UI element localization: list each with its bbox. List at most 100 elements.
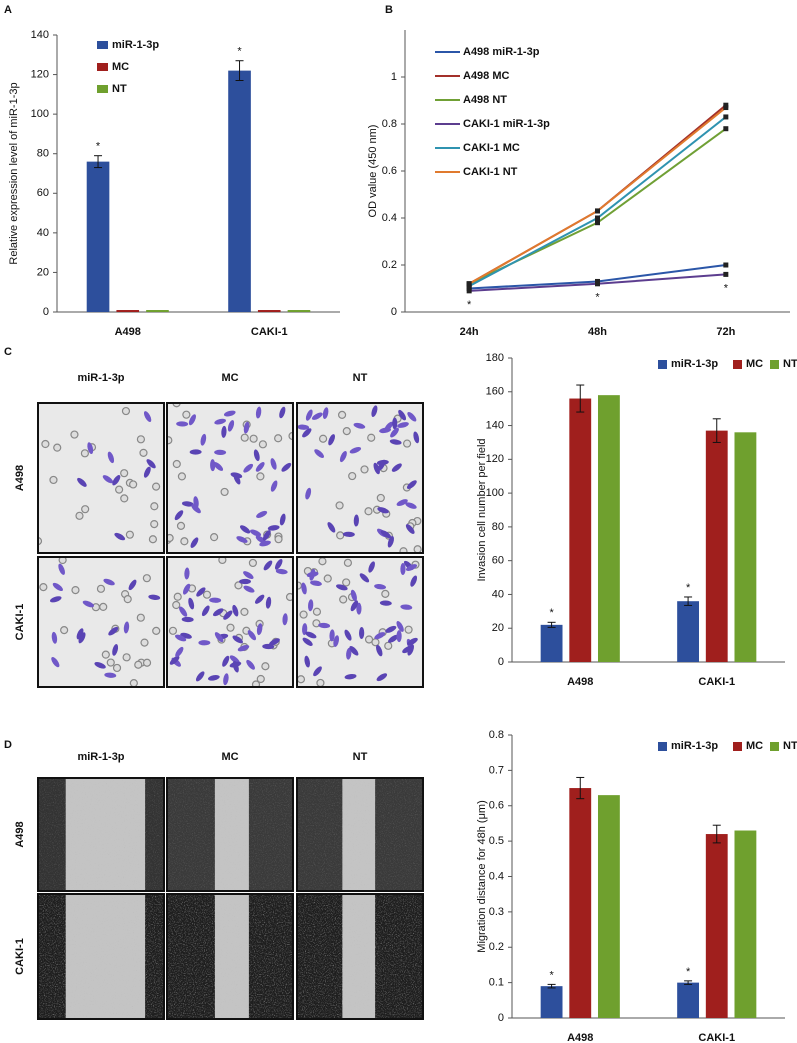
row-label: A498: [14, 465, 26, 491]
point: [595, 208, 600, 214]
cell: [253, 449, 260, 462]
cell: [379, 600, 392, 606]
cell: [146, 459, 156, 469]
y-tick-label: 0.4: [489, 870, 504, 882]
significance-mark: *: [686, 582, 691, 594]
y-tick-label: 80: [492, 521, 504, 533]
pore: [337, 410, 347, 419]
cell: [175, 634, 187, 642]
cell: [373, 462, 380, 475]
y-tick-label: 0.7: [489, 764, 504, 776]
pore: [148, 535, 158, 544]
cell: [232, 635, 243, 644]
image-border: [296, 893, 424, 1020]
cell: [94, 662, 106, 669]
pore: [81, 505, 90, 514]
cell: [376, 459, 389, 466]
y-tick-label: 0.5: [489, 835, 504, 847]
pore: [58, 557, 67, 565]
pore: [316, 678, 325, 687]
bar: [677, 982, 700, 1018]
y-axis-label: Migration distance for 48h (μm): [476, 800, 488, 952]
cell: [265, 596, 272, 609]
micrograph: [166, 556, 294, 688]
pore: [136, 613, 145, 622]
cell: [240, 525, 251, 534]
point: [466, 288, 472, 294]
bar: [116, 310, 140, 312]
cell: [407, 637, 418, 646]
y-tick-label: 0.4: [382, 212, 397, 224]
micrograph-content: [167, 403, 293, 553]
image-border: [166, 893, 294, 1020]
cell: [102, 475, 114, 484]
cell: [374, 584, 387, 590]
x-tick-label: 72h: [716, 326, 735, 338]
cell: [297, 424, 310, 430]
cell: [376, 673, 388, 682]
cell: [230, 472, 243, 479]
y-tick-label: 40: [492, 588, 504, 600]
cell: [410, 575, 418, 587]
pore: [381, 589, 390, 598]
cell: [223, 410, 236, 417]
pore: [151, 482, 161, 491]
cell: [181, 501, 194, 507]
significance-mark: *: [96, 141, 101, 153]
cell: [128, 579, 137, 591]
legend-label: CAKI-1 NT: [463, 166, 518, 178]
micrograph-content: [167, 778, 293, 891]
cell: [200, 433, 207, 446]
legend-swatch: [658, 742, 667, 751]
cell: [344, 673, 357, 680]
image-border: [166, 402, 294, 554]
pore: [177, 472, 187, 481]
y-tick-label: 120: [31, 68, 49, 80]
pore: [234, 581, 243, 590]
legend-swatch: [97, 85, 108, 93]
cell: [184, 567, 190, 580]
bar: [734, 432, 757, 662]
cell: [174, 510, 184, 521]
micrograph-content: [297, 557, 423, 687]
pore: [125, 530, 134, 539]
x-tick-label: A498: [567, 1032, 593, 1043]
cell: [213, 608, 224, 617]
cell: [318, 622, 331, 629]
cell: [188, 414, 196, 426]
cell: [243, 571, 254, 579]
cell: [77, 477, 87, 487]
column-label: MC: [221, 372, 238, 384]
bar: [86, 161, 110, 312]
cell: [407, 412, 417, 422]
y-tick-label: 0.1: [489, 977, 504, 989]
legend-label: miR-1-3p: [112, 39, 159, 51]
pore: [342, 578, 351, 587]
y-axis-label: Invasion cell number per field: [476, 438, 488, 581]
cell: [353, 422, 366, 429]
pore: [339, 595, 348, 604]
column-label: NT: [353, 372, 368, 384]
point: [595, 281, 600, 287]
x-tick-label: A498: [115, 326, 141, 338]
y-axis-label: OD value (450 nm): [367, 125, 379, 218]
pore: [173, 592, 182, 601]
y-tick-label: 20: [37, 266, 49, 278]
cell: [269, 638, 280, 646]
cell: [183, 583, 191, 595]
significance-mark: *: [549, 607, 554, 619]
cell: [305, 631, 317, 639]
cell: [237, 644, 250, 652]
pore: [256, 674, 265, 684]
pore: [49, 475, 58, 485]
pore: [210, 533, 219, 542]
cell: [328, 434, 335, 446]
micrograph: [296, 893, 424, 1020]
cell: [82, 600, 95, 608]
cell: [246, 659, 255, 670]
cell: [405, 524, 415, 534]
image-border: [37, 556, 165, 688]
cell: [279, 513, 286, 526]
cell: [336, 584, 348, 591]
line: [468, 104, 727, 285]
